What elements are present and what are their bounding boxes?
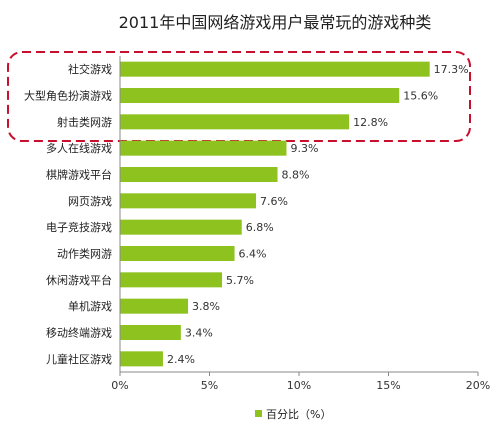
legend-swatch bbox=[255, 410, 262, 417]
chart-title: 2011年中国网络游戏用户最常玩的游戏种类 bbox=[119, 13, 432, 32]
value-label-1: 15.6% bbox=[403, 90, 438, 103]
value-label-7: 6.4% bbox=[239, 248, 267, 261]
category-label-11: 儿童社区游戏 bbox=[46, 352, 112, 366]
bar-11 bbox=[120, 351, 163, 367]
bar-0 bbox=[120, 61, 430, 77]
x-tick-label-0: 0% bbox=[111, 379, 128, 392]
category-label-10: 移动终端游戏 bbox=[46, 326, 112, 340]
legend: 百分比（%） bbox=[255, 408, 331, 421]
bar-5 bbox=[120, 193, 257, 209]
x-tick-label-10: 10% bbox=[287, 379, 311, 392]
category-label-8: 休闲游戏平台 bbox=[46, 273, 112, 287]
x-tick-label-20: 20% bbox=[466, 379, 490, 392]
bars-layer: 社交游戏 17.3% 大型角色扮演游戏 15.6% 射击类网游 12.8% 多人在线游戏 9.… bbox=[24, 61, 469, 367]
value-label-0: 17.3% bbox=[434, 63, 469, 76]
value-label-4: 8.8% bbox=[282, 169, 310, 182]
value-label-10: 3.4% bbox=[185, 327, 213, 340]
bar-6 bbox=[120, 219, 242, 235]
value-label-9: 3.8% bbox=[192, 300, 220, 313]
value-label-11: 2.4% bbox=[167, 353, 195, 366]
category-label-0: 社交游戏 bbox=[68, 62, 112, 76]
legend-label: 百分比（%） bbox=[266, 408, 331, 421]
bar-9 bbox=[120, 298, 189, 314]
category-label-9: 单机游戏 bbox=[68, 299, 112, 313]
highlight-box bbox=[7, 51, 471, 142]
bar-8 bbox=[120, 272, 223, 288]
category-label-3: 多人在线游戏 bbox=[46, 141, 112, 155]
highlight-layer bbox=[7, 51, 471, 142]
category-label-2: 射击类网游 bbox=[57, 115, 112, 129]
value-label-5: 7.6% bbox=[260, 195, 288, 208]
category-label-4: 棋牌游戏平台 bbox=[46, 168, 112, 182]
bar-2 bbox=[120, 114, 350, 130]
category-label-6: 电子竞技游戏 bbox=[46, 220, 112, 234]
x-tick-label-5: 5% bbox=[201, 379, 218, 392]
x-ticks-layer: 0% 5% 10% 15% 20% bbox=[111, 372, 490, 392]
value-label-2: 12.8% bbox=[353, 116, 388, 129]
category-label-5: 网页游戏 bbox=[68, 195, 112, 208]
bar-1 bbox=[120, 88, 400, 103]
x-tick-label-15: 15% bbox=[376, 379, 400, 392]
bar-10 bbox=[120, 325, 181, 340]
bar-7 bbox=[120, 246, 235, 261]
bar-4 bbox=[120, 167, 278, 182]
value-label-6: 6.8% bbox=[246, 221, 274, 234]
value-label-8: 5.7% bbox=[226, 274, 254, 287]
category-label-1: 大型角色扮演游戏 bbox=[24, 89, 112, 103]
bar-3 bbox=[120, 140, 287, 156]
category-label-7: 动作类网游 bbox=[57, 247, 112, 261]
value-label-3: 9.3% bbox=[290, 142, 318, 155]
